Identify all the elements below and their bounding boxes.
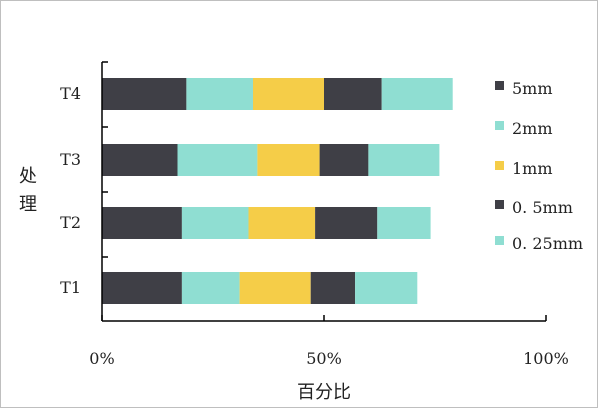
bar-t4-2mm [186, 78, 253, 110]
legend-swatch-0-25mm [495, 236, 504, 245]
bar-t1-0-5mm [310, 272, 356, 304]
bar-t4-0-5mm [324, 78, 382, 110]
y-tick-label-t3: T3 [60, 150, 81, 169]
legend-label-0-5mm: 0. 5mm [512, 198, 573, 217]
axes [101, 61, 547, 322]
bar-t2-1mm [248, 207, 316, 239]
bar-t1-5mm [102, 272, 182, 304]
legend-swatch-0-5mm [495, 200, 504, 209]
legend-label-0-25mm: 0. 25mm [512, 234, 583, 253]
y-axis-title: 处理 [19, 166, 37, 215]
y-tick-label-t2: T2 [60, 213, 81, 232]
bar-t3-2mm [177, 144, 258, 176]
bar-t2-0-25mm [377, 207, 431, 239]
legend: 5mm 2mm 1mm 0. 5mm 0. 25mm [495, 79, 583, 253]
bar-t1-2mm [181, 272, 240, 304]
bar-t2-0-5mm [315, 207, 378, 239]
bar-t4-5mm [102, 78, 187, 110]
legend-label-5mm: 5mm [512, 79, 553, 98]
bar-t2-5mm [102, 207, 182, 239]
bar-t3-5mm [102, 144, 178, 176]
bar-t1-0-25mm [355, 272, 418, 304]
bar-t3-0-25mm [368, 144, 440, 176]
y-tick-label-t4: T4 [60, 84, 81, 103]
bar-t4-0-25mm [381, 78, 453, 110]
bars-layer [102, 78, 453, 304]
x-tick-label-0: 0% [89, 349, 114, 368]
bar-t2-2mm [181, 207, 249, 239]
legend-label-1mm: 1mm [512, 159, 553, 178]
x-tick-labels: 0% 50% 100% [89, 349, 569, 368]
legend-label-2mm: 2mm [512, 119, 553, 138]
y-tick-labels: T4 T3 T2 T1 [60, 84, 81, 297]
y-tick-label-t1: T1 [60, 278, 81, 297]
x-axis-title: 百分比 [297, 382, 351, 403]
x-tick-label-100: 100% [523, 349, 569, 368]
bar-t3-0-5mm [319, 144, 369, 176]
bar-t4-1mm [253, 78, 324, 110]
x-tick-marks [101, 315, 547, 321]
bar-t3-1mm [257, 144, 320, 176]
legend-swatch-5mm [495, 81, 504, 90]
legend-swatch-1mm [495, 161, 504, 170]
legend-swatch-2mm [495, 121, 504, 130]
y-tick-marks [102, 61, 108, 258]
x-tick-label-50: 50% [306, 349, 342, 368]
bar-t1-1mm [239, 272, 311, 304]
